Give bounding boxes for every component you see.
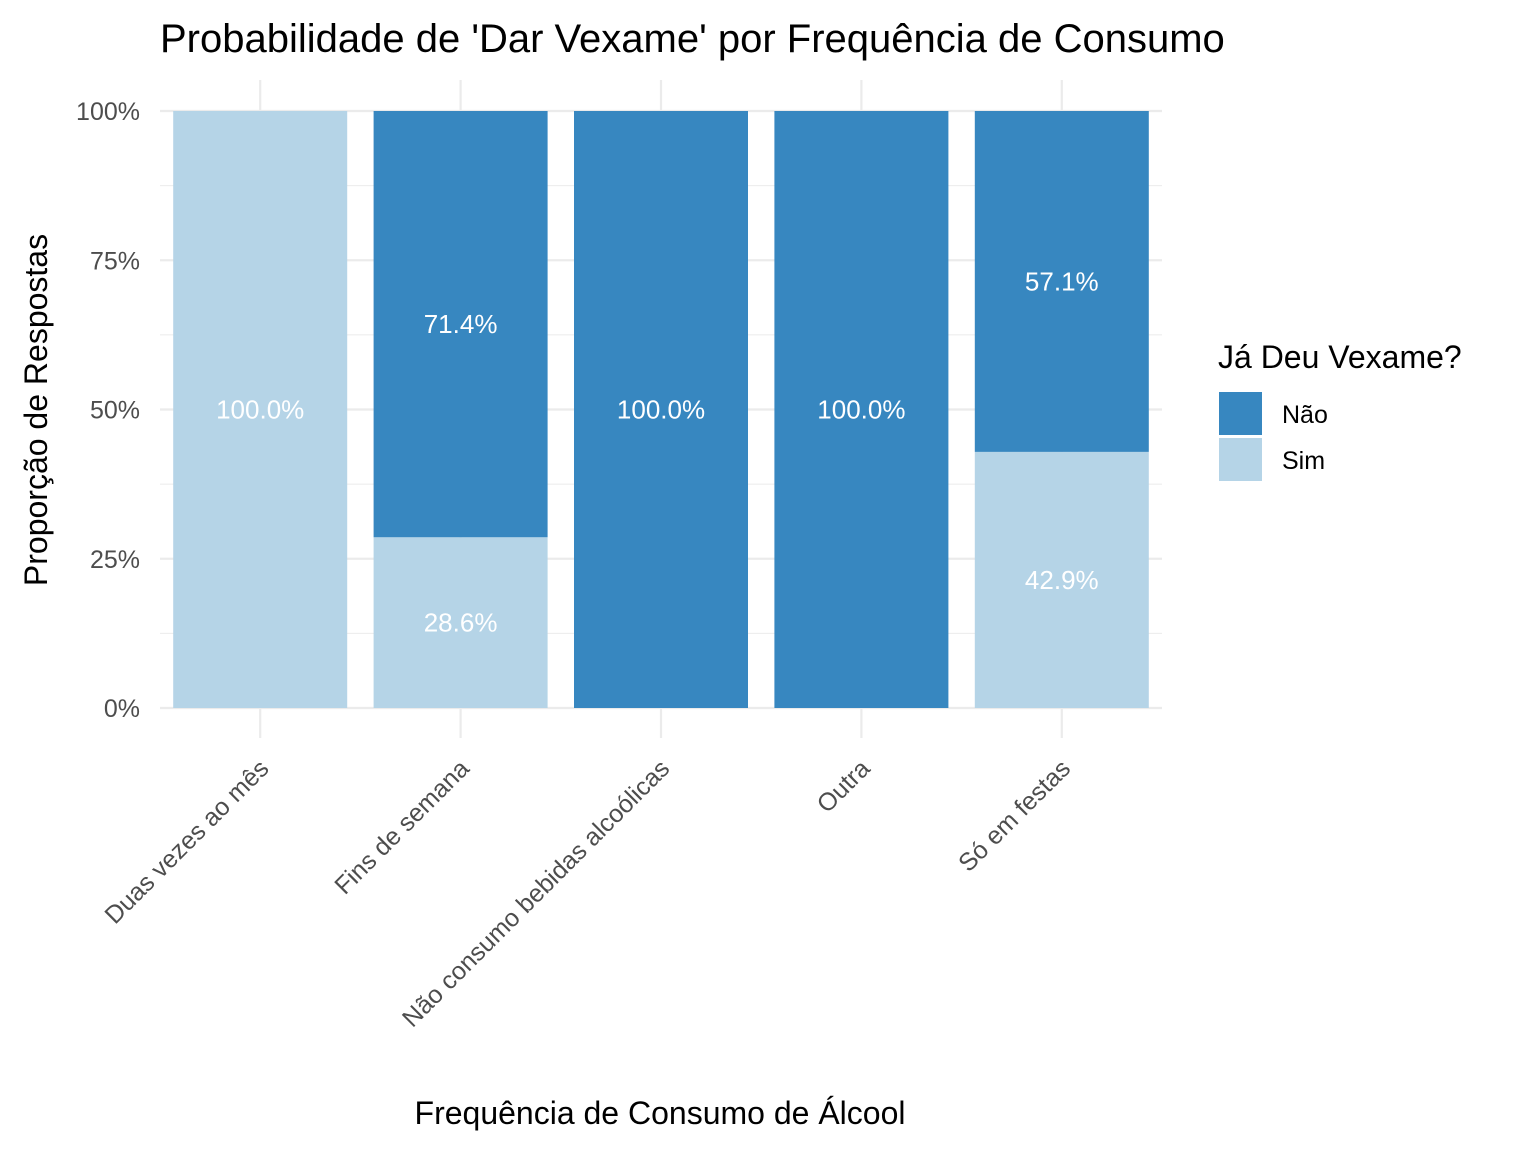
legend-label: Não <box>1282 401 1328 429</box>
legend-title: Já Deu Vexame? <box>1218 339 1462 375</box>
bar-não-2 <box>373 111 548 538</box>
y-axis-title: Proporção de Respostas <box>18 234 54 586</box>
bar-sim-5 <box>974 451 1149 708</box>
y-tick-label: 100% <box>76 98 140 126</box>
bar-sim-2 <box>373 537 548 708</box>
data-label: 57.1% <box>1025 266 1099 296</box>
data-label: 100.0% <box>817 395 905 425</box>
bar-sim-1 <box>173 111 348 708</box>
y-tick-label: 75% <box>90 247 140 275</box>
legend-key-não <box>1219 392 1262 435</box>
legend-label: Sim <box>1282 447 1325 475</box>
y-tick-label: 25% <box>90 546 140 574</box>
bar-não-5 <box>974 111 1149 452</box>
data-label: 71.4% <box>424 309 498 339</box>
bars <box>173 111 1149 708</box>
data-label: 42.9% <box>1025 565 1099 595</box>
x-tick-label: Duas vezes ao mês <box>99 754 274 929</box>
legend: Já Deu Vexame? Não Sim <box>1218 339 1462 481</box>
bar-labels: 100.0% 28.6% 71.4% 100.0% 100.0% 42.9% 57.1% <box>216 266 1099 637</box>
chart-title: Probabilidade de 'Dar Vexame' por Frequê… <box>160 17 1225 61</box>
legend-key-sim <box>1219 438 1262 481</box>
bar-não-4 <box>774 111 949 708</box>
y-tick-label: 50% <box>90 397 140 425</box>
data-label: 100.0% <box>617 395 705 425</box>
x-tick-label: Outra <box>812 754 876 818</box>
data-label: 100.0% <box>216 395 304 425</box>
x-tick-label: Só em festas <box>953 754 1076 877</box>
data-label: 28.6% <box>424 608 498 638</box>
y-tick-label: 0% <box>104 695 140 723</box>
x-tick-label: Fins de semana <box>329 754 475 900</box>
bar-não-3 <box>574 111 748 708</box>
x-axis-title: Frequência de Consumo de Álcool <box>415 1095 906 1131</box>
y-axis-ticks: 0% 25% 50% 75% 100% <box>76 98 140 723</box>
